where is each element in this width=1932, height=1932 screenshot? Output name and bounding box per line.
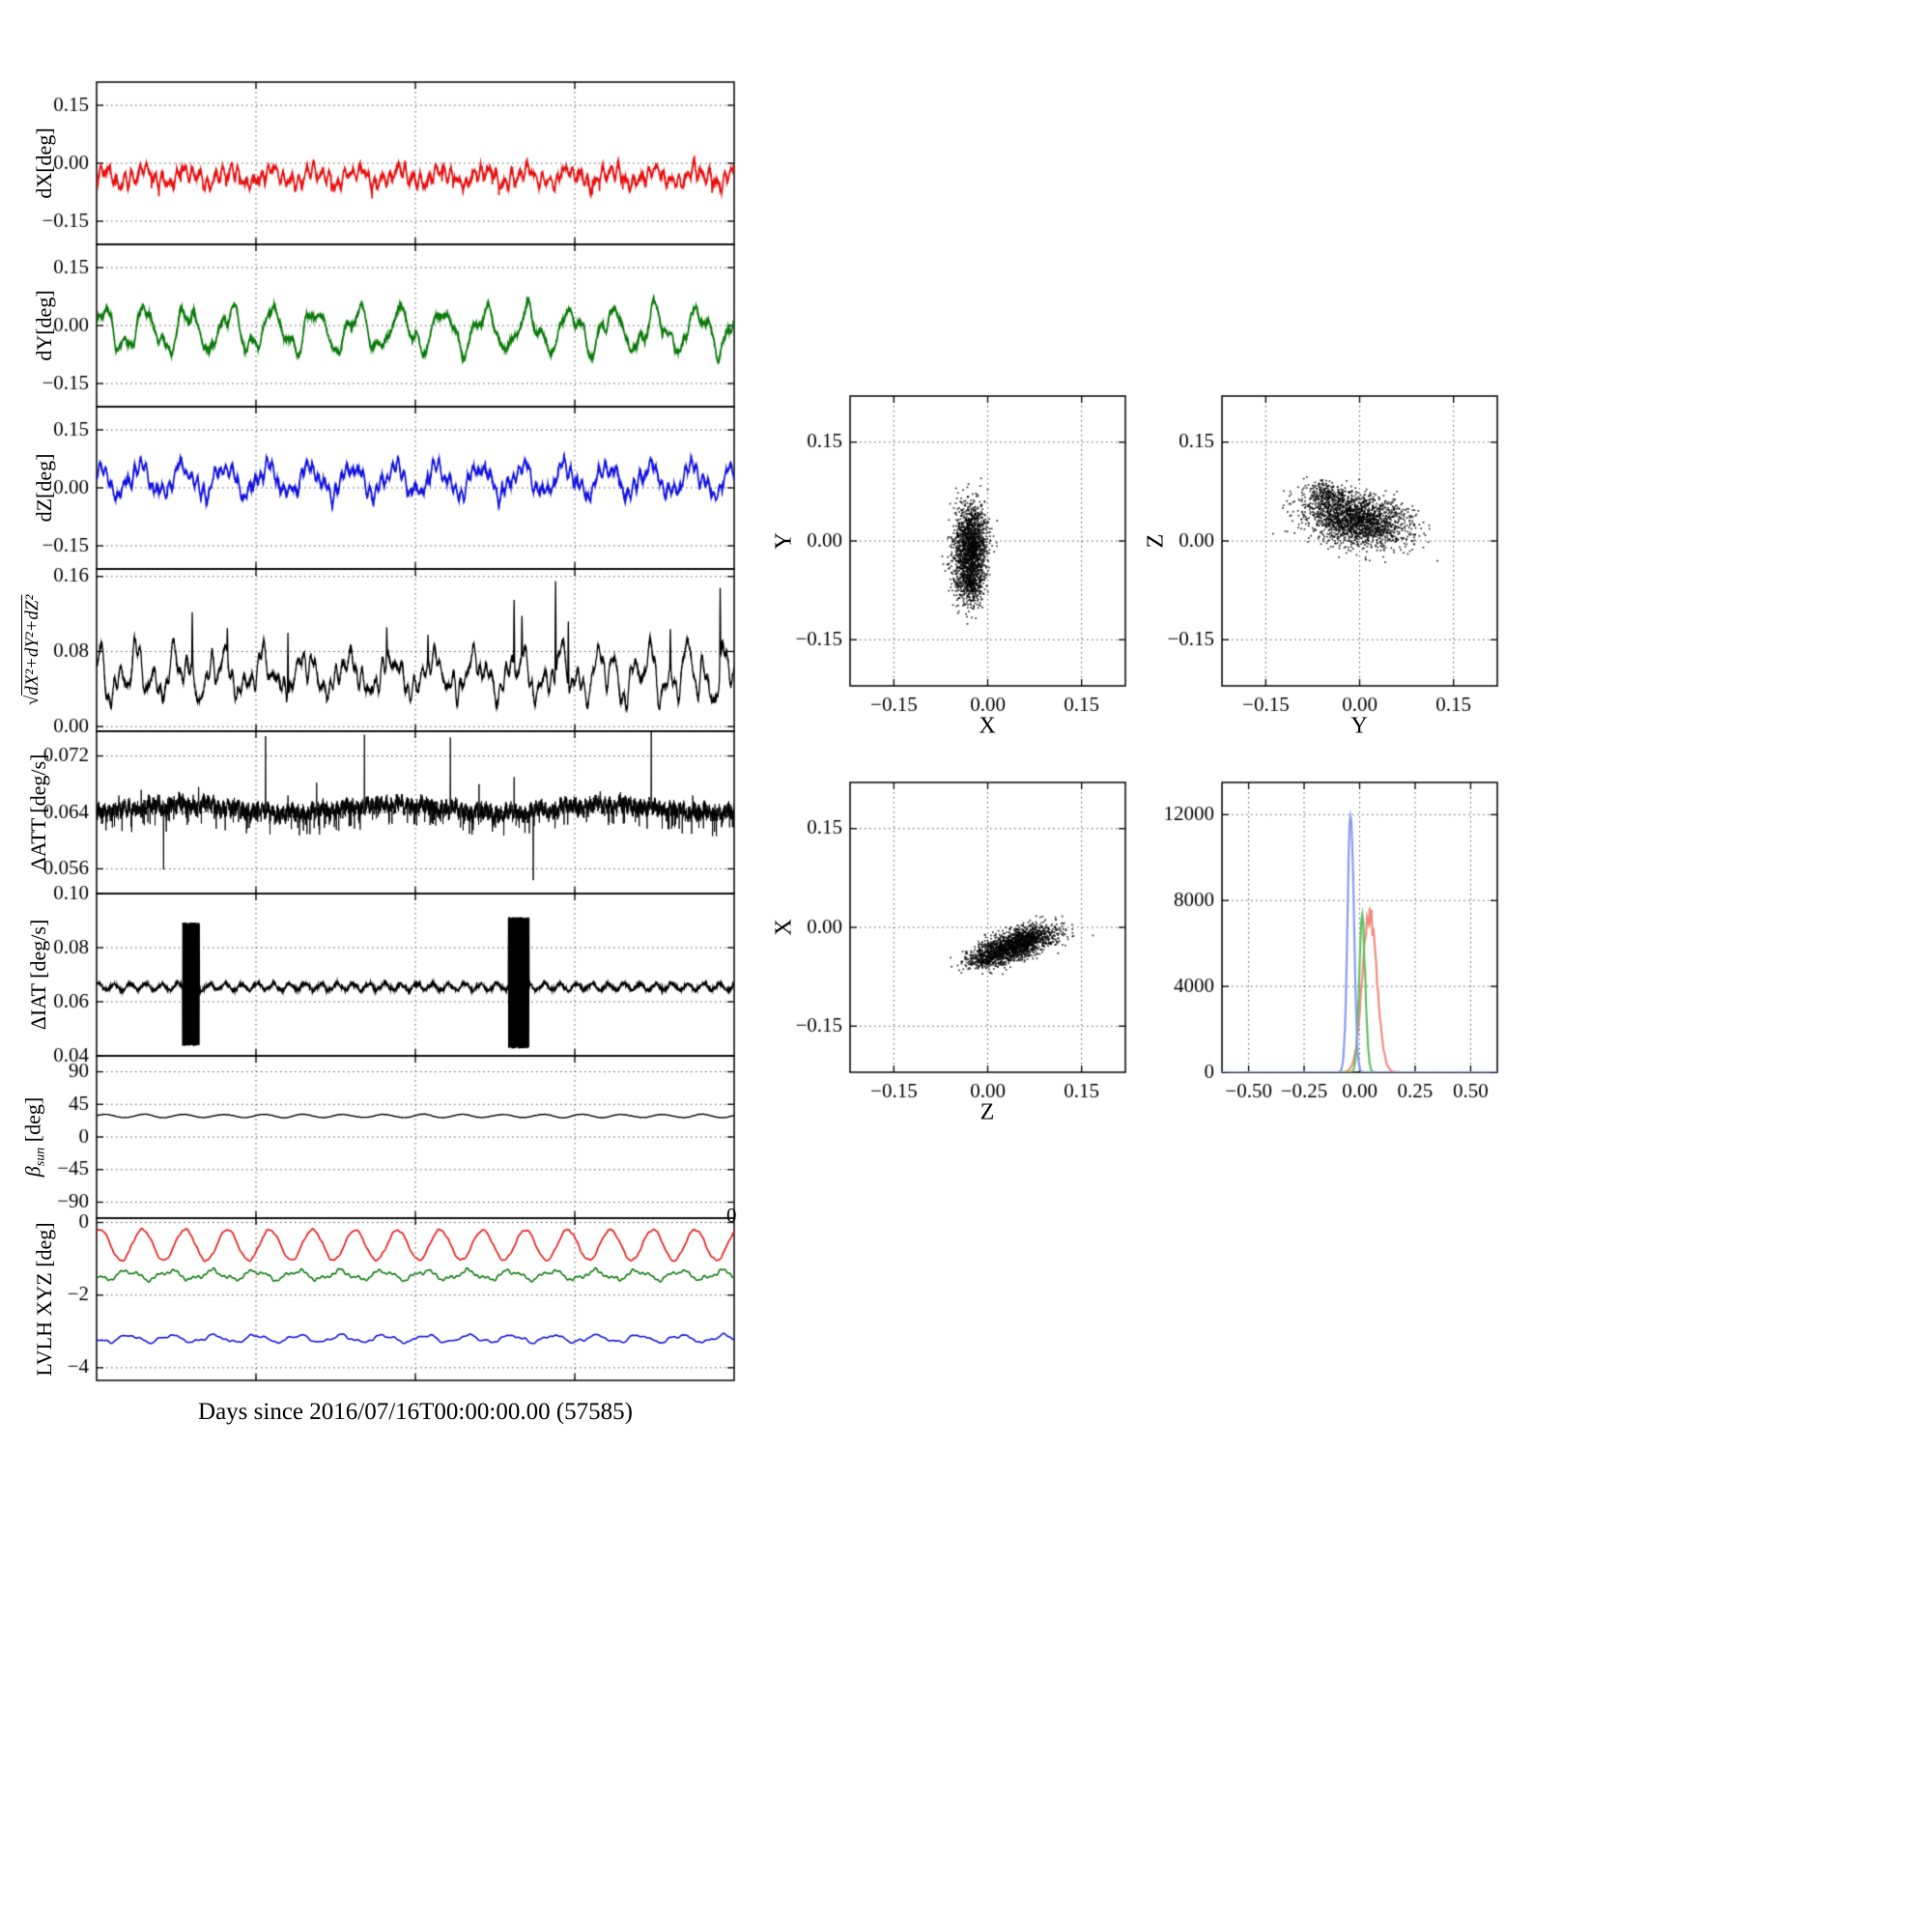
- sqrt-sign: √: [22, 695, 43, 706]
- histogram-canvas: [1130, 768, 1517, 1145]
- beta-sun-ylabel: βsun [deg]: [21, 1097, 49, 1177]
- delta-att-ylabel: ΔATT [deg/s]: [26, 754, 51, 871]
- lvlh-ylabel-text: LVLH XYZ [deg]: [32, 1222, 56, 1377]
- lvlh-ylabel: LVLH XYZ [deg]: [32, 1222, 57, 1376]
- scatter-ZY-xlabel: Y: [1350, 713, 1368, 739]
- right-edge-zero-tick-label: 0: [726, 1204, 737, 1227]
- scatter-X-vs-Z-canvas: [758, 768, 1145, 1145]
- dZ-ylabel: dZ[deg]: [32, 454, 57, 523]
- delta-iat-ylabel: ΔIAT [deg/s]: [26, 920, 51, 1031]
- scatter-XZ-ylabel: X: [771, 919, 797, 936]
- delta-att-ylabel-text: ΔATT [deg/s]: [26, 753, 50, 871]
- beta-symbol: β: [20, 1166, 45, 1178]
- dZ-ylabel-text: dZ[deg]: [32, 453, 56, 523]
- dX-ylabel-text: dX[deg]: [32, 128, 56, 199]
- beta-unit: [deg]: [20, 1096, 45, 1148]
- scatter-XZ-xlabel: Z: [980, 1099, 995, 1125]
- beta-subscript: sun: [32, 1147, 48, 1167]
- delta-iat-ylabel-text: ΔIAT [deg/s]: [26, 919, 50, 1031]
- timeseries-panels-canvas: [29, 77, 753, 1391]
- dY-ylabel: dY[deg]: [32, 290, 57, 360]
- scatter-Z-vs-Y-canvas: [1130, 382, 1517, 758]
- dX-ylabel: dX[deg]: [32, 128, 57, 198]
- scatter-ZY-ylabel: Z: [1143, 533, 1169, 549]
- dY-ylabel-text: dY[deg]: [32, 290, 56, 361]
- sqrt-radicand: dX²+dY²+dZ²: [22, 594, 43, 696]
- x-axis-label: Days since 2016/07/16T00:00:00.00 (57585…: [198, 1399, 633, 1425]
- scatter-YX-ylabel: Y: [771, 532, 797, 550]
- scatter-Y-vs-X-canvas: [758, 382, 1145, 758]
- magnitude-ylabel: √dX²+dY²+dZ²: [22, 595, 43, 705]
- scatter-YX-xlabel: X: [979, 713, 996, 739]
